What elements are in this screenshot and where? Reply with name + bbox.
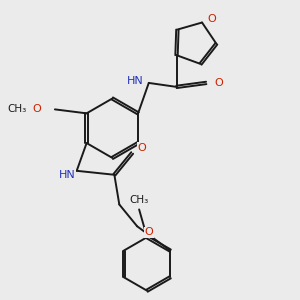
Text: O: O: [138, 143, 146, 153]
Text: HN: HN: [58, 170, 75, 180]
Text: O: O: [208, 14, 216, 24]
Text: HN: HN: [127, 76, 143, 86]
Text: CH₃: CH₃: [8, 104, 27, 114]
Text: O: O: [33, 104, 41, 114]
Text: O: O: [145, 227, 153, 237]
Text: O: O: [215, 78, 224, 88]
Text: CH₃: CH₃: [130, 194, 149, 205]
